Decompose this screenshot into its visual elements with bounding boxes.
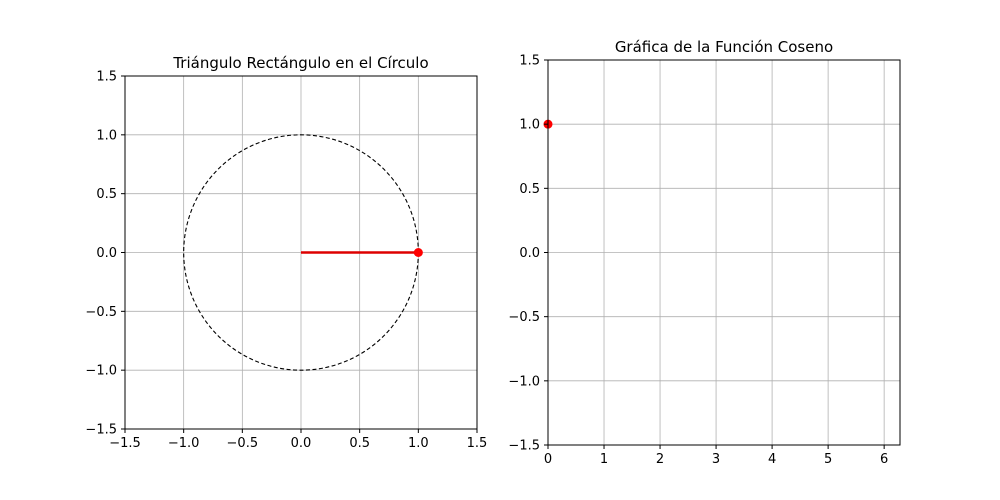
circle-axes: Triángulo Rectángulo en el Círculo −1.5−… — [85, 54, 487, 451]
cosine-x-tick-label: 1 — [600, 452, 608, 467]
circle-x-tick-label: −0.5 — [227, 436, 259, 451]
cosine-x-tick-label: 0 — [544, 452, 552, 467]
circle-x-tick-label: 0.0 — [291, 436, 312, 451]
cosine-x-tick-label: 3 — [712, 452, 720, 467]
cosine-axes: Gráfica de la Función Coseno 0 1 2 3 4 5 6 −1.… — [508, 38, 901, 467]
cosine-x-tick-label: 6 — [880, 452, 888, 467]
cosine-y-tick-label: 0.5 — [519, 182, 540, 197]
cosine-y-tick-label: 0.0 — [519, 246, 540, 261]
cosine-y-tick-label: 1.5 — [519, 54, 540, 69]
circle-y-tick-label: −1.5 — [85, 423, 117, 438]
cosine-chart-title: Gráfica de la Función Coseno — [615, 38, 833, 56]
circle-y-ticks: −1.5 −1.0 −0.5 0.0 0.5 1.0 1.5 — [85, 70, 125, 438]
circle-y-tick-label: −1.0 — [85, 364, 117, 379]
circle-x-tick-label: −1.0 — [168, 436, 200, 451]
circle-y-tick-label: 1.5 — [96, 70, 117, 85]
cosine-x-tick-label: 2 — [656, 452, 664, 467]
cosine-y-ticks: −1.5 −1.0 −0.5 0.0 0.5 1.0 1.5 — [508, 54, 548, 454]
circle-marks — [183, 134, 423, 371]
circle-x-tick-label: −1.5 — [109, 436, 141, 451]
circle-chart-title: Triángulo Rectángulo en el Círculo — [172, 54, 428, 72]
cosine-x-tick-label: 4 — [768, 452, 776, 467]
circle-x-tick-label: 0.5 — [349, 436, 370, 451]
cosine-y-tick-label: −0.5 — [508, 310, 540, 325]
circle-y-tick-label: 0.0 — [96, 246, 117, 261]
circle-x-ticks: −1.5 −1.0 −0.5 0.0 0.5 1.0 1.5 — [109, 429, 487, 451]
circle-x-tick-label: 1.0 — [408, 436, 429, 451]
cosine-y-tick-label: −1.0 — [508, 374, 540, 389]
circle-y-tick-label: 1.0 — [96, 128, 117, 143]
circle-point — [413, 248, 423, 257]
circle-x-tick-label: 1.5 — [467, 436, 488, 451]
cosine-x-tick-label: 5 — [824, 452, 832, 467]
cosine-y-tick-label: −1.5 — [508, 439, 540, 454]
cosine-y-tick-label: 1.0 — [519, 118, 540, 133]
circle-y-tick-label: −0.5 — [85, 305, 117, 320]
cosine-x-ticks: 0 1 2 3 4 5 6 — [544, 445, 888, 467]
circle-y-tick-label: 0.5 — [96, 187, 117, 202]
